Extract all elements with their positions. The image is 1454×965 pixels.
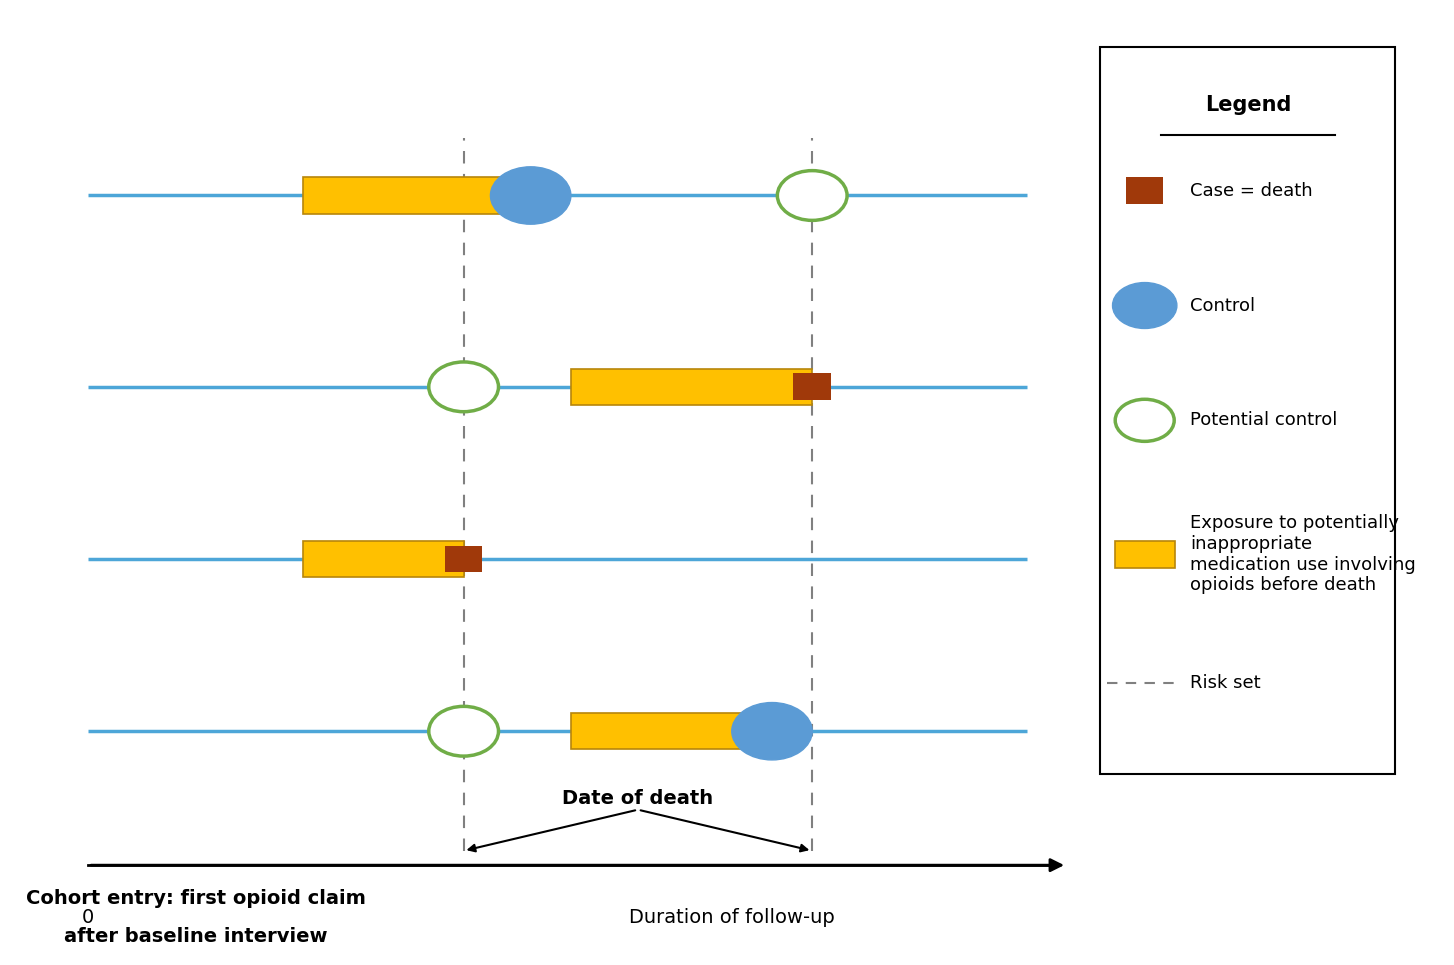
Text: 0: 0 [81,908,95,927]
FancyBboxPatch shape [1125,178,1163,205]
Circle shape [731,703,813,759]
FancyBboxPatch shape [302,178,531,213]
FancyBboxPatch shape [571,713,772,750]
Text: Duration of follow-up: Duration of follow-up [630,908,835,927]
Text: Legend: Legend [1205,95,1291,115]
FancyBboxPatch shape [1115,540,1175,567]
Text: Date of death: Date of death [563,788,714,808]
Circle shape [1115,400,1175,441]
Text: after baseline interview: after baseline interview [64,927,327,947]
FancyBboxPatch shape [571,369,813,405]
FancyBboxPatch shape [1101,47,1396,774]
Circle shape [490,167,571,224]
Circle shape [429,706,499,757]
Circle shape [1112,283,1176,328]
FancyBboxPatch shape [302,540,464,577]
Circle shape [778,171,848,220]
FancyBboxPatch shape [794,373,832,400]
Circle shape [429,362,499,412]
Text: Potential control: Potential control [1191,411,1338,429]
Text: Control: Control [1191,296,1255,315]
Text: Case = death: Case = death [1191,181,1313,200]
Text: Risk set: Risk set [1191,675,1261,693]
Text: Exposure to potentially
inappropriate
medication use involving
opioids before de: Exposure to potentially inappropriate me… [1191,514,1416,594]
FancyBboxPatch shape [445,545,483,572]
Text: Cohort entry: first opioid claim: Cohort entry: first opioid claim [26,889,365,908]
